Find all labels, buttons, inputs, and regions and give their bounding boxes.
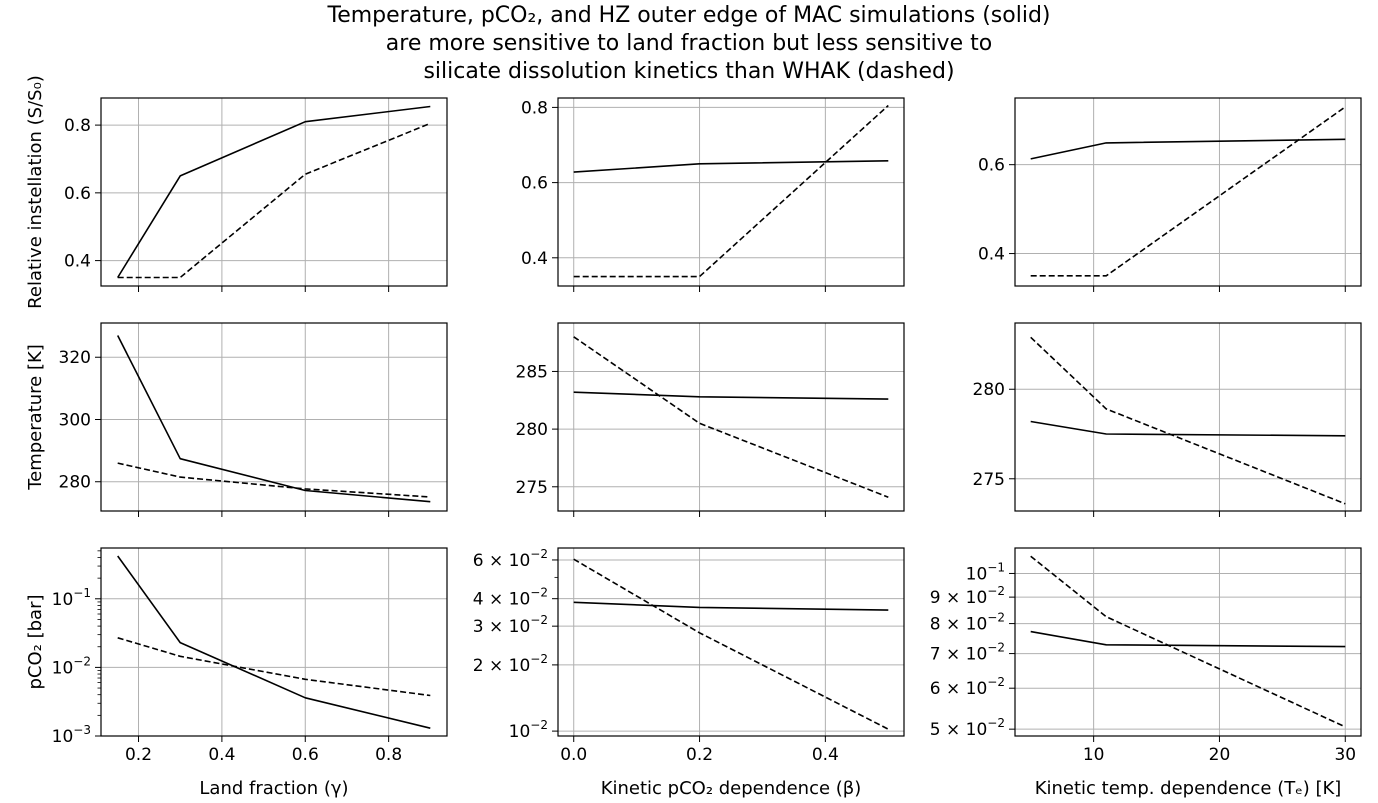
title-line-3: silicate dissolution kinetics than WHAK …: [423, 59, 955, 84]
x-axis-label: Kinetic temp. dependence (Tₑ) [K]: [1035, 778, 1342, 799]
figure-title: Temperature, pCO₂, and HZ outer edge of …: [0, 2, 1378, 86]
x-tick-label: 0.2: [686, 745, 713, 765]
subplot-r0c2: 0.4 0.6: [978, 97, 1362, 292]
y-tick-label: 3 × 10−2: [473, 613, 548, 637]
x-tick-label: 0.8: [375, 745, 402, 765]
y-tick-label: 0.4: [64, 252, 91, 272]
title-line-2: are more sensitive to land fraction but …: [385, 31, 993, 56]
y-tick-label: 0.6: [978, 156, 1005, 176]
solid-series-line: [1030, 630, 1346, 648]
solid-series-line: [117, 105, 431, 278]
y-tick-label: 285: [516, 362, 548, 382]
solid-series-line: [573, 160, 889, 173]
dashed-series-line: [573, 104, 889, 278]
axes-frame: [1014, 97, 1362, 287]
dashed-series-line: [1030, 106, 1346, 277]
solid-series-line: [573, 391, 889, 400]
y-tick-label: 10−1: [52, 586, 91, 610]
y-axis-label: Relative instellation (S/S₀): [25, 75, 46, 309]
axes-frame: [557, 322, 905, 512]
solid-series-line: [1030, 138, 1346, 160]
axes-frame: [100, 97, 448, 287]
subplot-r1c2: 275 280: [973, 322, 1362, 517]
axes-frame: [1014, 547, 1362, 737]
dashed-series-line: [573, 558, 889, 730]
y-tick-label: 320: [59, 348, 91, 368]
y-tick-label: 300: [59, 410, 91, 430]
y-tick-label: 0.6: [521, 174, 548, 194]
x-tick-label: 0.2: [125, 745, 152, 765]
dashed-series-line: [117, 462, 431, 498]
y-tick-label: 0.6: [64, 184, 91, 204]
y-tick-label: 4 × 10−2: [473, 586, 548, 610]
y-axis-label: pCO₂ [bar]: [25, 594, 46, 689]
x-tick-label: 0.4: [208, 745, 235, 765]
y-tick-label: 0.8: [64, 116, 91, 136]
subplot-r0c1: 0.4 0.6 0.8: [521, 97, 905, 292]
x-tick-label: 30: [1334, 745, 1356, 765]
x-tick-label: 20: [1209, 745, 1231, 765]
dashed-series-line: [1030, 555, 1346, 728]
dashed-series-line: [1030, 336, 1346, 505]
y-tick-label: 10−2: [509, 718, 548, 742]
y-tick-label: 2 × 10−2: [473, 652, 548, 676]
dashed-series-line: [573, 336, 889, 498]
axes-frame: [100, 322, 448, 512]
y-tick-label: 6 × 10−2: [930, 675, 1005, 699]
subplot-r2c0: 0.2 0.4 0.6 0.8 10−3 10−2 10−1 Land fraction (γ…: [25, 547, 448, 799]
dashed-series-line: [117, 637, 431, 697]
solid-series-line: [116, 335, 431, 503]
y-tick-label: 280: [973, 380, 1005, 400]
subplot-r2c1: 0.0 0.2 0.4 10−2 2 × 10−2 3 × 10−2 4 × 10−2 6 ×…: [473, 547, 905, 799]
x-tick-label: 0.0: [560, 745, 587, 765]
y-tick-label: 7 × 10−2: [930, 641, 1005, 665]
y-tick-label: 275: [973, 470, 1005, 490]
y-tick-label: 280: [516, 420, 548, 440]
axes-frame: [100, 547, 448, 737]
axes-frame: [557, 547, 905, 737]
y-tick-label: 10−2: [52, 654, 91, 678]
subplot-r1c1: 275 280 285: [516, 322, 905, 517]
solid-series-line: [1030, 420, 1346, 437]
solid-series-line: [117, 555, 431, 729]
x-tick-label: 10: [1083, 745, 1105, 765]
subplot-r2c2: 10 20 30 5 × 10−2 6 × 10−2 7 × 10−2 8 × 10−2 9 …: [930, 547, 1362, 799]
x-tick-label: 0.4: [812, 745, 839, 765]
subplot-r0c0: 0.4 0.6 0.8 Relative instellation (S/S₀): [25, 75, 448, 309]
solid-series-line: [573, 601, 889, 611]
x-axis-label: Kinetic pCO₂ dependence (β): [601, 778, 862, 799]
y-tick-label: 8 × 10−2: [930, 611, 1005, 635]
x-axis-label: Land fraction (γ): [199, 778, 348, 799]
x-tick-label: 0.6: [292, 745, 319, 765]
axes-frame: [557, 97, 905, 287]
y-tick-label: 6 × 10−2: [473, 547, 548, 571]
y-tick-label: 0.4: [521, 249, 548, 269]
dashed-series-line: [117, 122, 431, 279]
title-line-1: Temperature, pCO₂, and HZ outer edge of …: [327, 3, 1051, 28]
y-tick-label: 10−3: [52, 723, 91, 747]
subplot-r1c0: 280 300 320 Temperature [K]: [25, 322, 448, 517]
y-tick-label: 5 × 10−2: [930, 716, 1005, 740]
y-tick-label: 9 × 10−2: [930, 584, 1005, 608]
y-tick-label: 0.4: [978, 245, 1005, 265]
y-tick-label: 275: [516, 478, 548, 498]
y-tick-label: 10−1: [966, 560, 1005, 584]
axes-frame: [1014, 322, 1362, 512]
y-tick-label: 0.8: [521, 98, 548, 118]
y-tick-label: 280: [59, 473, 91, 493]
y-axis-label: Temperature [K]: [25, 344, 46, 491]
